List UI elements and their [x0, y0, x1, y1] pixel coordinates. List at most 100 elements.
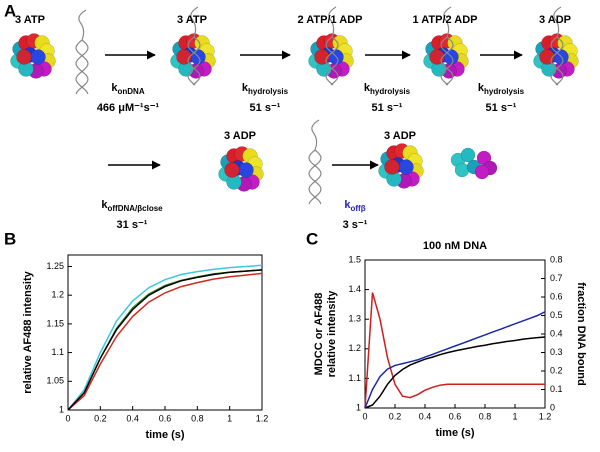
rate-constant: konDNA	[111, 82, 144, 96]
protein-complex	[378, 143, 424, 189]
y2-tick-label: 0.3	[550, 347, 563, 357]
protein-complex	[10, 33, 56, 79]
rate-symbol: k	[478, 82, 485, 94]
state-label: 2 ATP/1 ADP	[298, 14, 363, 26]
y-tick-label: 1.1	[348, 373, 361, 383]
x-tick-label: 0	[65, 413, 70, 423]
y-tick-label: 1.05	[46, 376, 64, 386]
dna-strand	[75, 39, 89, 95]
y2-tick-label: 0.5	[550, 310, 563, 320]
y2-tick-label: 0.4	[550, 328, 563, 338]
rate-value: 466 μM⁻¹s⁻¹	[97, 102, 160, 114]
data-line	[364, 292, 545, 409]
data-line	[364, 311, 546, 409]
dna-tail	[328, 6, 337, 38]
rate-constant: khydrolysis	[478, 82, 525, 96]
state-label: 3 ATP	[15, 14, 45, 26]
beta-clamp	[450, 147, 498, 180]
dna-helix	[187, 6, 201, 86]
y-tick-label: 1.3	[348, 314, 361, 324]
plot-frame	[67, 254, 263, 411]
x-tick-label: 0.8	[479, 411, 492, 421]
y2-tick-label: 0	[550, 402, 555, 412]
data-line	[67, 272, 263, 411]
protein-complex	[423, 6, 469, 86]
dna-helix	[308, 119, 322, 205]
x-tick-label: 0.6	[159, 413, 172, 423]
rate-subscript: onDNA	[118, 87, 145, 96]
plot-frame	[364, 259, 546, 409]
rate-constant: khydrolysis	[242, 82, 289, 96]
dna-helix	[325, 6, 339, 86]
y-tick-label: 1.4	[348, 284, 361, 294]
rate-value: 51 s⁻¹	[486, 102, 517, 114]
dna-tail	[311, 119, 320, 151]
rate-subscript: offDNA/βclose	[108, 204, 164, 213]
dna-strand	[308, 149, 322, 205]
x-tick-label: 0	[362, 411, 367, 421]
dna-tail	[78, 9, 87, 41]
y-tick-label: 1.25	[46, 261, 64, 271]
rate-subscript: hydrolysis	[248, 87, 289, 96]
rate-value: 51 s⁻¹	[372, 102, 403, 114]
x-tick-label: 1	[227, 413, 232, 423]
clamp-subunit	[460, 147, 476, 163]
x-tick-label: 1.2	[256, 413, 269, 423]
dna-strand	[550, 36, 564, 86]
dna-strand	[308, 149, 322, 205]
rate-value: 3 s⁻¹	[343, 219, 368, 231]
y2-axis-label: fraction DNA bound	[575, 282, 587, 385]
rate-symbol: k	[101, 199, 108, 211]
data-line	[67, 269, 263, 411]
rate-symbol: k	[344, 199, 351, 211]
protein-subunit	[224, 162, 240, 178]
rate-constant: khydrolysis	[364, 82, 411, 96]
dna-strand	[187, 36, 201, 86]
state-label: 3 ADP	[384, 130, 416, 142]
x-tick-label: 1.2	[539, 411, 552, 421]
dna-strand	[75, 39, 89, 95]
rate-value: 31 s⁻¹	[117, 219, 148, 231]
panel-label: C	[306, 229, 318, 248]
y2-tick-label: 0.1	[550, 384, 563, 394]
y-tick-label: 1.2	[51, 290, 64, 300]
y2-tick-label: 0.6	[550, 291, 563, 301]
dna-strand	[187, 36, 201, 86]
y-axis-label: relative AF488 intensity	[22, 270, 34, 393]
x-tick-label: 0.4	[419, 411, 432, 421]
y-tick-label: 1.1	[51, 347, 64, 357]
rate-symbol: k	[364, 82, 371, 94]
dna-tail	[190, 6, 199, 38]
y2-tick-label: 0.2	[550, 365, 563, 375]
rate-subscript: offβ	[351, 204, 366, 213]
x-tick-label: 0.6	[449, 411, 462, 421]
clamp-subunit	[454, 162, 470, 178]
state-label: 1 ATP/2 ADP	[413, 14, 478, 26]
rate-symbol: k	[111, 82, 118, 94]
clamp-subunit	[474, 164, 490, 180]
state-label: 3 ADP	[224, 130, 256, 142]
x-axis-label: time (s)	[145, 429, 184, 441]
protein-complex	[218, 146, 264, 192]
protein-complex	[308, 6, 354, 86]
y-tick-label: 1.2	[348, 343, 361, 353]
dna-helix	[550, 6, 564, 86]
dna-tail	[443, 6, 452, 38]
chart-title: 100 nM DNA	[423, 240, 487, 252]
x-tick-label: 0.2	[94, 413, 107, 423]
panel-label: A	[4, 1, 16, 20]
data-line	[67, 269, 263, 411]
dna-strand	[325, 36, 339, 86]
state-label: 3 ATP	[177, 14, 207, 26]
y-tick-label: 1.15	[46, 318, 64, 328]
panel-label: B	[4, 229, 16, 248]
y-tick-label: 1.5	[348, 254, 361, 264]
dna-strand	[550, 36, 564, 86]
y2-tick-label: 0.8	[550, 254, 563, 264]
dna-tail	[553, 6, 562, 38]
rate-symbol: k	[242, 82, 249, 94]
y-axis-label: MDCC or AF488	[313, 293, 325, 376]
protein-complex	[533, 6, 579, 86]
dna-strand	[325, 36, 339, 86]
